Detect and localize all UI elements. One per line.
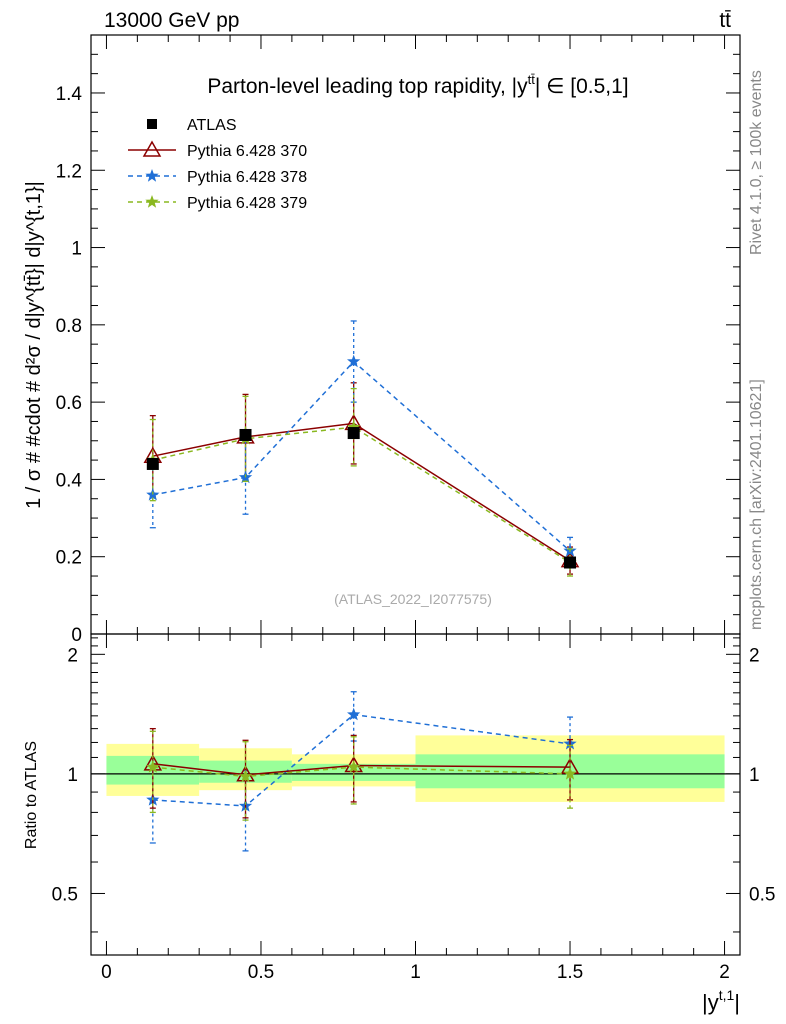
main-panel: 0 0.2 0.4 0.6 0.8 1 1.2 1.4 Parton-level leadin… [23,34,741,646]
ratio-x-tick-label: 0 [101,962,112,983]
energy-label: 13000 GeV pp [104,9,239,32]
legend-label-pythia-6-428-378: Pythia 6.428 378 [187,169,307,186]
main-y-tick-label: 0.4 [56,470,83,491]
main-line-pythia-6-428-370 [152,422,571,562]
main-y-tick-label: 1 [71,239,82,260]
main-y-tick-label: 1.2 [56,161,82,182]
x-axis-label: |yt,1| [702,987,740,1015]
ratio-line-pythia-6-428-370 [152,763,571,776]
ratio-x-tick-label: 1 [410,962,421,983]
main-y-axis-label: 1 / σ # #cdot # d²σ / d|y^{tt̄}| d|y^{t,… [23,181,45,509]
ratio-point-pythia-6-428-379 [238,769,253,783]
legend-label-pythia-6-428-370: Pythia 6.428 370 [187,143,307,160]
main-line-pythia-6-428-379 [152,426,571,564]
main-title: Parton-level leading top rapidity, |ytt̄… [207,72,628,98]
ratio-y-axis-label: Ratio to ATLAS [23,741,40,849]
ratio-panel: 0.5 0.5 1 1 2 2 0 0.5 1 1.5 2 Ratio to ATLAS |yt,1… [23,633,775,1015]
main-point-atlas [347,427,360,440]
ratio-point-pythia-6-428-370 [236,765,255,782]
legend-marker-atlas [147,119,157,129]
main-title-tail: | ∈ [0.5,1] [535,75,629,98]
main-title-text: Parton-level leading top rapidity, |y [207,75,528,98]
legend-label-pythia-6-428-379: Pythia 6.428 379 [187,195,307,212]
analysis-tag: (ATLAS_2022_I2077575) [334,591,492,607]
ratio-line-pythia-6-428-379 [152,766,571,778]
process-label: tt̄ [719,9,731,32]
legend-marker-pythia-6-428-379 [145,195,159,208]
main-point-atlas [239,428,252,441]
main-y-tick-label: 0.8 [56,316,82,337]
legend: ATLAS Pythia 6.428 370 Pythia 6.428 378 Pyt… [128,117,307,212]
ratio-y-tick-label: 2 [67,645,78,666]
main-point-pythia-6-428-379 [347,420,361,433]
rivet-label: Rivet 4.1.0, ≥ 100k events [748,70,765,255]
ratio-point-pythia-6-428-379 [146,760,160,773]
ratio-y-tick-label-right: 0.5 [749,884,775,905]
main-point-atlas [564,556,577,569]
ratio-x-tick-label: 1.5 [557,962,583,983]
ratio-point-pythia-6-428-378 [347,707,361,721]
ratio-point-pythia-6-428-379 [563,766,577,780]
ratio-y-tick-label-right: 1 [749,765,760,786]
ratio-y-tick-label: 1 [67,765,78,786]
ratio-point-pythia-6-428-379 [347,760,361,773]
main-y-tick-label: 1.4 [56,84,83,105]
main-point-atlas [146,457,159,470]
main-line-pythia-6-428-378 [152,360,571,552]
ratio-x-tick-label: 0.5 [248,962,274,983]
main-y-tick-label: 0.2 [56,548,82,569]
main-point-pythia-6-428-378 [347,354,361,368]
legend-marker-pythia-6-428-378 [145,169,159,182]
ratio-x-tick-label: 2 [719,962,730,983]
ratio-line-pythia-6-428-378 [152,713,571,807]
main-y-tick-label: 0.6 [56,393,82,414]
ratio-y-tick-label-right: 2 [749,645,760,666]
ratio-point-pythia-6-428-370 [344,755,363,773]
legend-label-atlas: ATLAS [187,117,237,134]
legend-marker-pythia-6-428-370 [142,140,162,157]
ratio-y-tick-label: 0.5 [52,884,78,905]
main-y-tick-label: 0 [71,625,82,646]
mcplots-label: mcplots.cern.ch [arXiv:2401.10621] [748,379,765,630]
main-title-sup: tt̄ [528,72,536,87]
